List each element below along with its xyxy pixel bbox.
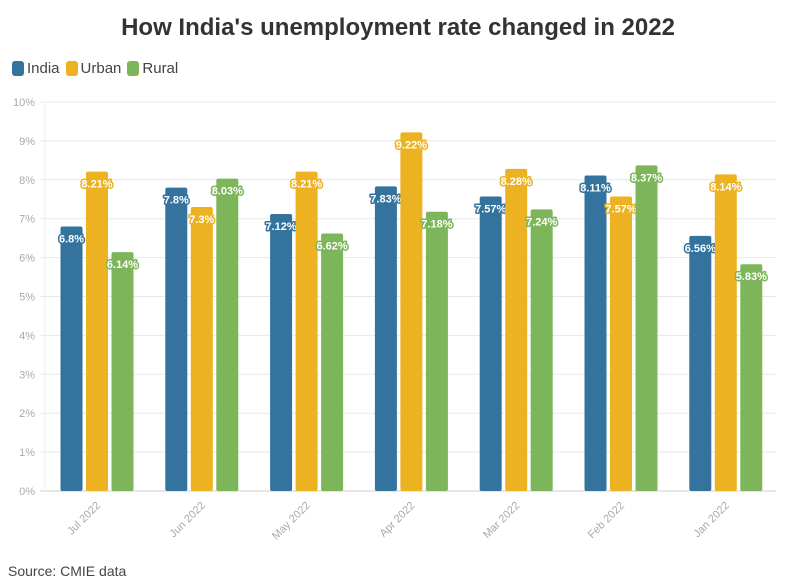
bar-rural[interactable] — [740, 264, 763, 491]
bar-urban[interactable] — [714, 174, 737, 491]
legend-label: India — [27, 60, 60, 77]
y-tick-label: 7% — [19, 214, 35, 226]
x-tick-label: Jul 2022 — [65, 500, 103, 538]
data-label: 7.24% — [526, 216, 557, 228]
x-tick-label: Feb 2022 — [586, 500, 627, 541]
chart-title: How India's unemployment rate changed in… — [121, 14, 675, 41]
data-label: 6.62% — [316, 240, 347, 252]
data-label: 6.8% — [59, 233, 84, 245]
legend-label: Urban — [80, 60, 122, 77]
bar-urban[interactable] — [610, 196, 632, 492]
legend-swatch — [65, 61, 78, 76]
legend: India Urban Rural — [12, 60, 178, 77]
legend-label: Rural — [142, 60, 179, 77]
data-label: 7.18% — [421, 219, 452, 231]
x-tick-label: May 2022 — [270, 500, 313, 543]
data-label: 6.56% — [685, 243, 716, 255]
x-tick-label: Jun 2022 — [167, 500, 207, 540]
bar-india[interactable] — [374, 186, 397, 491]
bar-india[interactable] — [689, 235, 712, 491]
y-tick-label: 6% — [19, 253, 35, 265]
bar-urban[interactable] — [295, 171, 318, 492]
bar-india[interactable] — [60, 226, 83, 492]
data-label: 7.83% — [370, 193, 401, 205]
y-tick-label: 10% — [13, 97, 35, 109]
y-tick-label: 5% — [19, 292, 35, 304]
data-label: 9.22% — [396, 139, 427, 151]
x-tick-label: Jan 2022 — [691, 500, 731, 540]
legend-swatch — [127, 61, 140, 76]
data-label: 8.14% — [710, 181, 741, 193]
data-label: 8.03% — [212, 186, 243, 198]
data-label: 7.12% — [265, 221, 296, 233]
y-tick-label: 8% — [19, 175, 35, 187]
bar-urban[interactable] — [400, 132, 423, 492]
bar-india[interactable] — [584, 175, 607, 491]
bar-urban[interactable] — [505, 168, 528, 491]
y-tick-label: 0% — [19, 486, 35, 498]
bar-india[interactable] — [479, 196, 502, 492]
legend-swatch — [12, 61, 24, 76]
bar-urban[interactable] — [86, 171, 108, 492]
bar-rural[interactable] — [530, 209, 553, 491]
legend-item-india[interactable]: India — [12, 60, 60, 77]
bar-rural[interactable] — [216, 178, 239, 491]
bar-india[interactable] — [270, 214, 293, 492]
data-label: 7.57% — [605, 204, 636, 216]
y-tick-label: 2% — [19, 408, 35, 420]
data-label: 7.3% — [189, 214, 214, 226]
y-tick-label: 9% — [19, 136, 35, 148]
data-label: 8.21% — [81, 179, 112, 191]
bar-india[interactable] — [165, 187, 188, 491]
bar-rural[interactable] — [635, 165, 658, 492]
data-label: 5.83% — [736, 271, 767, 283]
x-tick-label: Apr 2022 — [377, 500, 417, 540]
bar-urban[interactable] — [190, 207, 213, 491]
bar-rural[interactable] — [425, 211, 448, 491]
legend-item-urban[interactable]: Urban — [65, 60, 122, 77]
y-tick-label: 1% — [19, 447, 35, 459]
data-label: 8.37% — [631, 172, 662, 184]
x-tick-label: Mar 2022 — [481, 500, 522, 541]
y-tick-label: 3% — [19, 369, 35, 381]
data-label: 6.14% — [107, 259, 138, 271]
y-tick-label: 4% — [19, 330, 35, 342]
data-label: 7.57% — [475, 204, 506, 216]
bar-rural[interactable] — [111, 252, 134, 491]
data-label: 8.11% — [580, 183, 611, 195]
data-label: 8.21% — [291, 179, 322, 191]
legend-item-rural[interactable]: Rural — [127, 60, 178, 77]
source-note: Source: CMIE data — [8, 563, 127, 579]
data-label: 8.28% — [501, 176, 532, 188]
bar-rural[interactable] — [321, 233, 344, 491]
data-label: 7.8% — [164, 195, 189, 207]
